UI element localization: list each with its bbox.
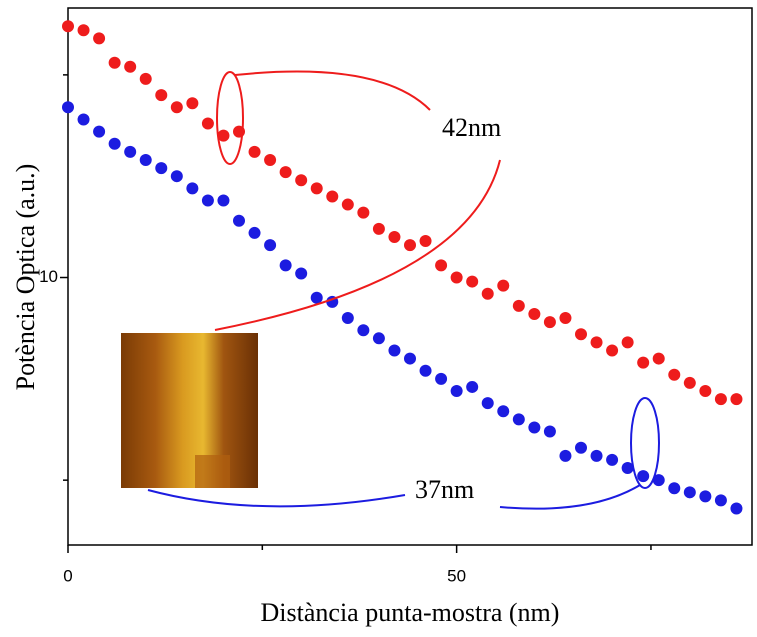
point xyxy=(311,292,323,304)
point xyxy=(528,421,540,433)
point xyxy=(93,32,105,44)
point xyxy=(357,207,369,219)
point xyxy=(404,353,416,365)
point xyxy=(482,397,494,409)
y-tick-label: 10 xyxy=(39,267,58,286)
point xyxy=(202,118,214,130)
point xyxy=(497,280,509,292)
point xyxy=(435,259,447,271)
point xyxy=(466,381,478,393)
point xyxy=(171,101,183,113)
point xyxy=(559,450,571,462)
point xyxy=(140,73,152,85)
point xyxy=(622,336,634,348)
chart: 0 50 10 42nm 37nm Distància punta-mostra (… xyxy=(0,0,757,637)
point xyxy=(264,239,276,251)
point xyxy=(342,312,354,324)
point xyxy=(109,138,121,150)
point xyxy=(715,393,727,405)
point xyxy=(155,162,167,174)
inset-detail xyxy=(195,455,230,488)
point xyxy=(637,357,649,369)
point xyxy=(668,482,680,494)
point xyxy=(513,300,525,312)
point xyxy=(684,377,696,389)
point xyxy=(326,190,338,202)
point xyxy=(420,365,432,377)
point xyxy=(451,272,463,284)
point xyxy=(575,328,587,340)
point xyxy=(249,227,261,239)
point xyxy=(730,393,742,405)
y-axis-title: Potència Optica (a.u.) xyxy=(11,164,40,391)
point xyxy=(544,316,556,328)
point xyxy=(109,57,121,69)
point xyxy=(217,195,229,207)
point xyxy=(637,470,649,482)
x-axis-title: Distància punta-mostra (nm) xyxy=(261,598,560,627)
point xyxy=(653,353,665,365)
point xyxy=(295,267,307,279)
point xyxy=(311,182,323,194)
point xyxy=(373,223,385,235)
point xyxy=(420,235,432,247)
point xyxy=(606,344,618,356)
point xyxy=(528,308,540,320)
point xyxy=(451,385,463,397)
point xyxy=(715,494,727,506)
point xyxy=(62,20,74,32)
point xyxy=(388,344,400,356)
x-tick-label: 50 xyxy=(447,566,466,585)
point xyxy=(202,195,214,207)
point xyxy=(280,166,292,178)
point xyxy=(559,312,571,324)
point xyxy=(155,89,167,101)
x-tick-label: 0 xyxy=(63,566,72,585)
point xyxy=(497,405,509,417)
point xyxy=(730,503,742,515)
point xyxy=(591,336,603,348)
point xyxy=(699,490,711,502)
point xyxy=(124,61,136,73)
point xyxy=(513,413,525,425)
annotation: 37nm xyxy=(415,475,474,504)
point xyxy=(140,154,152,166)
point xyxy=(186,182,198,194)
point xyxy=(78,24,90,36)
point xyxy=(62,101,74,113)
point xyxy=(78,113,90,125)
point xyxy=(684,486,696,498)
point xyxy=(373,332,385,344)
point xyxy=(280,259,292,271)
point xyxy=(388,231,400,243)
point xyxy=(342,199,354,211)
point xyxy=(435,373,447,385)
point xyxy=(482,288,494,300)
point xyxy=(186,97,198,109)
point xyxy=(404,239,416,251)
point xyxy=(124,146,136,158)
inset-image xyxy=(121,333,258,488)
point xyxy=(606,454,618,466)
point xyxy=(249,146,261,158)
point xyxy=(544,426,556,438)
point xyxy=(264,154,276,166)
point xyxy=(466,276,478,288)
point xyxy=(171,170,183,182)
annotation: 42nm xyxy=(442,113,501,142)
point xyxy=(699,385,711,397)
point xyxy=(668,369,680,381)
point xyxy=(575,442,587,454)
point xyxy=(357,324,369,336)
point xyxy=(591,450,603,462)
point xyxy=(93,126,105,138)
point xyxy=(295,174,307,186)
point xyxy=(233,215,245,227)
